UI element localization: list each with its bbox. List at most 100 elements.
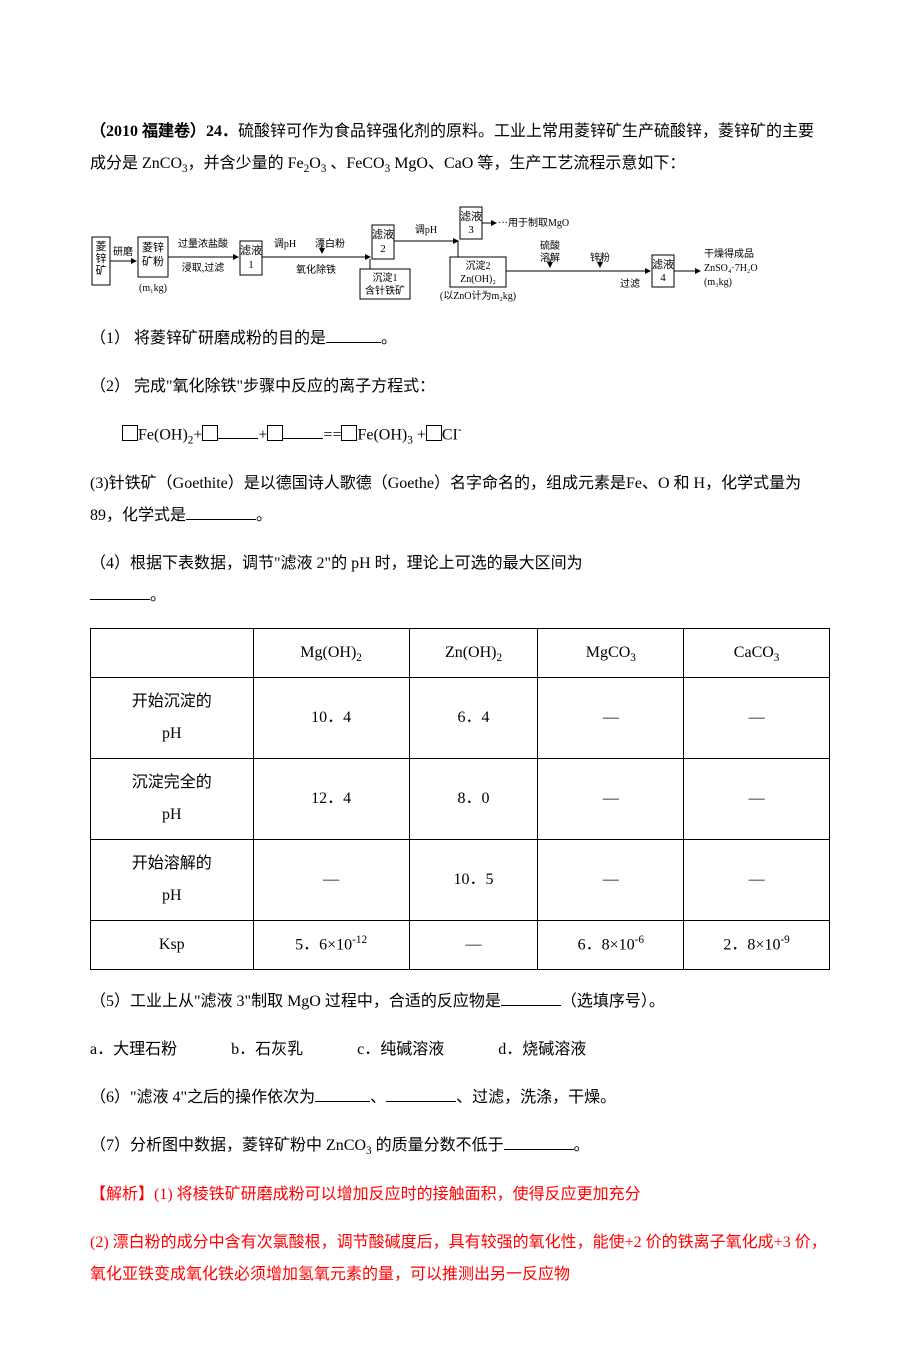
td: 开始沉淀的pH — [91, 678, 254, 759]
blank — [315, 1085, 370, 1102]
eq-e: Fe(OH) — [357, 426, 407, 443]
fc-n5a: 沉淀1 — [373, 271, 398, 284]
question-5: （5）工业上从"滤液 3"制取 MgO 过程中，合适的反应物是（选填序号）。 — [90, 986, 830, 1018]
eq-c: + — [258, 426, 267, 443]
source-label: （2010 福建卷）24． — [90, 123, 238, 140]
question-6: （6）"滤液 4"之后的操作依次为 、 、过滤，洗涤，干燥。 — [90, 1082, 830, 1114]
td: — — [538, 678, 684, 759]
intro-1b: ，并含少量的 Fe — [188, 155, 304, 172]
table-row: 开始溶解的pH — 10．5 — — — [91, 840, 830, 921]
question-2: （2） 完成"氧化除铁"步骤中反应的离子方程式： — [90, 371, 830, 403]
td: — — [684, 678, 830, 759]
fc-grind: 研磨 — [113, 246, 133, 258]
document-page: （2010 福建卷）24．硫酸锌可作为食品锌强化剂的原料。工业上常用菱锌矿生产硫… — [0, 0, 920, 1367]
q7-text: （7）分析图中数据，菱锌矿粉中 ZnCO — [90, 1137, 366, 1154]
td: — — [538, 759, 684, 840]
option-c: c．纯碱溶液 — [357, 1034, 444, 1066]
fc-n4b: 2 — [380, 243, 386, 255]
fc-n2c: (m₁kg) — [139, 283, 167, 294]
q7-end: 。 — [574, 1137, 590, 1154]
data-table: Mg(OH)2 Zn(OH)2 MgCO3 CaCO3 开始沉淀的pH 10．4… — [90, 628, 830, 971]
td: Ksp — [91, 921, 254, 970]
fc-bleach: 漂白粉 — [315, 237, 345, 250]
th: CaCO3 — [684, 628, 830, 678]
th: Zn(OH)2 — [409, 628, 538, 678]
td: 开始溶解的pH — [91, 840, 254, 921]
question-3: (3)针铁矿（Goethite）是以德国诗人歌德（Goethe）名字命名的，组成… — [90, 468, 830, 532]
blank — [326, 326, 381, 343]
process-flowchart: 菱 锌 矿 研磨 菱锌 矿粉 (m₁kg) 过量浓盐酸 浸取,过滤 滤液 1 调… — [90, 197, 830, 307]
eq-d: == — [323, 426, 341, 443]
td: 2．8×10-9 — [684, 921, 830, 970]
q6-sep: 、 — [370, 1089, 386, 1106]
analysis-block: 【解析】(1) 将棱铁矿研磨成粉可以增加反应时的接触面积，使得反应更加充分 — [90, 1179, 830, 1211]
fc-n1: 菱 — [96, 240, 107, 253]
blank — [501, 989, 561, 1006]
eq-f: + — [413, 426, 426, 443]
fc-n2a: 菱锌 — [142, 240, 164, 254]
blank — [218, 422, 258, 439]
td: 8．0 — [409, 759, 538, 840]
coeff-box — [122, 425, 138, 441]
fc-hcl: 过量浓盐酸 — [178, 237, 228, 250]
fc-h2so4: 硫酸 — [540, 239, 560, 252]
blank — [186, 503, 256, 520]
q4-text: （4）根据下表数据，调节"滤液 2"的 pH 时，理论上可选的最大区间为 — [90, 555, 583, 572]
td: — — [538, 840, 684, 921]
intro-1d: MgO、CaO 等，生产工艺流程示意如下： — [390, 155, 685, 172]
fc-ph1: 调pH — [274, 238, 296, 250]
coeff-box — [202, 425, 218, 441]
intro-1c: 、FeCO — [326, 155, 384, 172]
table-header-row: Mg(OH)2 Zn(OH)2 MgCO3 CaCO3 — [91, 628, 830, 678]
td: 5．6×10-12 — [253, 921, 409, 970]
analysis-head: 【解析】 — [90, 1186, 154, 1203]
question-4: （4）根据下表数据，调节"滤液 2"的 pH 时，理论上可选的最大区间为 。 — [90, 548, 830, 612]
fc-filter: 过滤 — [620, 277, 640, 290]
td: 6．8×10-6 — [538, 921, 684, 970]
fc-n6: 滤液 — [460, 209, 482, 223]
fc-n7c: (以ZnO计为m₂kg) — [440, 289, 516, 302]
svg-text:锌: 锌 — [96, 251, 107, 265]
fc-n6b: 3 — [468, 224, 474, 236]
fc-n7a: 沉淀2 — [466, 259, 491, 272]
fc-n5b: 含针铁矿 — [365, 284, 405, 297]
th — [91, 628, 254, 678]
q1-end: 。 — [381, 330, 397, 347]
q6-text: （6）"滤液 4"之后的操作依次为 — [90, 1089, 315, 1106]
fc-n9b: ZnSO₄·7H₂O — [704, 263, 758, 274]
question-1: （1） 将菱锌矿研磨成粉的目的是。 — [90, 323, 830, 355]
svg-text:矿: 矿 — [96, 264, 107, 277]
eq-g: CI — [442, 426, 458, 443]
option-b: b．石灰乳 — [231, 1034, 303, 1066]
fc-leach: 浸取,过滤 — [182, 261, 225, 274]
q5-text: （5）工业上从"滤液 3"制取 MgO 过程中，合适的反应物是 — [90, 993, 501, 1010]
option-d: d．烧碱溶液 — [498, 1034, 586, 1066]
q7-b: 的质量分数不低于 — [372, 1137, 504, 1154]
fc-n3b: 1 — [248, 259, 254, 271]
q3-end: 。 — [256, 507, 272, 524]
table-row: Ksp 5．6×10-12 — 6．8×10-6 2．8×10-9 — [91, 921, 830, 970]
td: — — [409, 921, 538, 970]
option-a: a．大理石粉 — [90, 1034, 177, 1066]
table-row: 沉淀完全的pH 12．4 8．0 — — — [91, 759, 830, 840]
blank — [90, 583, 150, 600]
fc-n3: 滤液 — [240, 243, 262, 257]
td: 10．5 — [409, 840, 538, 921]
fc-n8: 滤液 — [652, 257, 674, 271]
td: 6．4 — [409, 678, 538, 759]
coeff-box — [341, 425, 357, 441]
coeff-box — [426, 425, 442, 441]
options-row: a．大理石粉 b．石灰乳 c．纯碱溶液 d．烧碱溶液 — [90, 1034, 830, 1066]
fc-n9a: 干燥得成品 — [704, 248, 754, 260]
td: — — [684, 840, 830, 921]
blank — [283, 422, 323, 439]
table-row: 开始沉淀的pH 10．4 6．4 — — — [91, 678, 830, 759]
fc-mgo: ···用于制取MgO — [498, 216, 569, 229]
td: 沉淀完全的pH — [91, 759, 254, 840]
fc-ph2: 调pH — [415, 224, 437, 236]
q6-end: 、过滤，洗涤，干燥。 — [456, 1089, 616, 1106]
question-2-equation: Fe(OH)2++==Fe(OH)3 +CI- — [90, 419, 830, 452]
question-7: （7）分析图中数据，菱锌矿粉中 ZnCO3 的质量分数不低于。 — [90, 1130, 830, 1163]
td: 10．4 — [253, 678, 409, 759]
intro-paragraph: （2010 福建卷）24．硫酸锌可作为食品锌强化剂的原料。工业上常用菱锌矿生产硫… — [90, 116, 830, 181]
